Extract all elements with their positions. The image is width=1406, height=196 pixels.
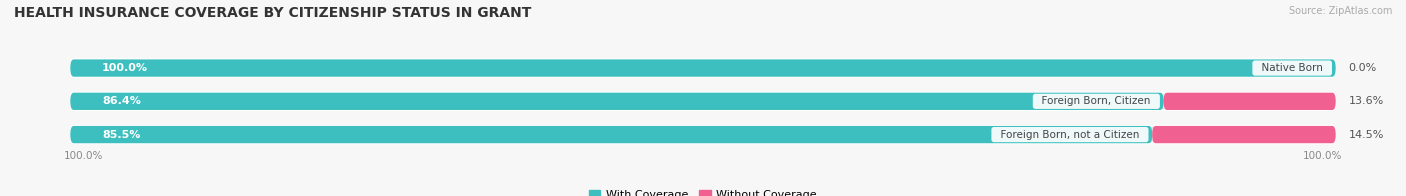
FancyBboxPatch shape — [70, 93, 1336, 110]
FancyBboxPatch shape — [70, 93, 1164, 110]
Text: 85.5%: 85.5% — [103, 130, 141, 140]
FancyBboxPatch shape — [70, 126, 1336, 143]
FancyBboxPatch shape — [70, 126, 1153, 143]
FancyBboxPatch shape — [1153, 126, 1336, 143]
Legend: With Coverage, Without Coverage: With Coverage, Without Coverage — [585, 185, 821, 196]
Text: 86.4%: 86.4% — [103, 96, 141, 106]
FancyBboxPatch shape — [70, 59, 1336, 77]
Text: HEALTH INSURANCE COVERAGE BY CITIZENSHIP STATUS IN GRANT: HEALTH INSURANCE COVERAGE BY CITIZENSHIP… — [14, 6, 531, 20]
Text: Foreign Born, not a Citizen: Foreign Born, not a Citizen — [994, 130, 1146, 140]
Text: Source: ZipAtlas.com: Source: ZipAtlas.com — [1288, 6, 1392, 16]
Text: 14.5%: 14.5% — [1348, 130, 1384, 140]
Text: Foreign Born, Citizen: Foreign Born, Citizen — [1035, 96, 1157, 106]
Text: 13.6%: 13.6% — [1348, 96, 1384, 106]
Text: 100.0%: 100.0% — [1302, 151, 1343, 161]
Text: 100.0%: 100.0% — [65, 151, 104, 161]
Text: Native Born: Native Born — [1256, 63, 1330, 73]
FancyBboxPatch shape — [70, 59, 1336, 77]
FancyBboxPatch shape — [1164, 93, 1336, 110]
Text: 100.0%: 100.0% — [103, 63, 148, 73]
Text: 0.0%: 0.0% — [1348, 63, 1376, 73]
